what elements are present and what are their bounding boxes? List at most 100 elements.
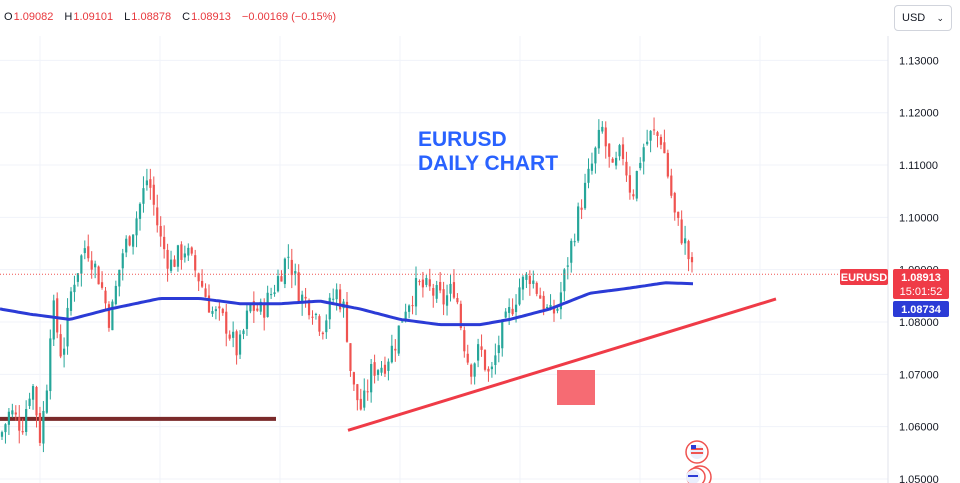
price-tick-label: 1.05000 <box>899 474 939 483</box>
ma-value-label: 1.08734 <box>901 304 942 316</box>
candle-body <box>135 218 138 236</box>
candle-body <box>556 308 559 311</box>
candle-body <box>684 238 687 244</box>
candle-body <box>183 253 186 258</box>
candle-body <box>114 285 117 305</box>
candle-body <box>283 258 286 285</box>
candle-body <box>666 152 669 177</box>
candle-body <box>35 386 38 416</box>
candle-body <box>615 157 618 166</box>
candle-body <box>504 311 507 318</box>
candle-body <box>639 162 642 169</box>
candle-body <box>373 362 376 376</box>
candle-body <box>642 147 645 162</box>
candle-body <box>352 372 355 385</box>
candle-body <box>307 300 311 316</box>
candle-body <box>100 282 104 288</box>
candle-body <box>401 321 404 323</box>
candle-body <box>463 330 466 352</box>
candle-body <box>304 296 307 299</box>
candle-body <box>31 386 35 400</box>
candle-body <box>625 161 628 176</box>
candle-body <box>225 311 228 334</box>
candle-body <box>28 398 31 406</box>
candle-body <box>439 281 442 291</box>
candle-body <box>559 292 562 310</box>
candle-body <box>94 263 97 268</box>
candle-body <box>149 179 152 188</box>
candle-body <box>442 289 445 305</box>
candle-body <box>280 276 283 282</box>
candle-body <box>87 246 90 259</box>
high-key: H <box>64 11 73 23</box>
candle-body <box>238 334 242 355</box>
candle-body <box>56 298 59 333</box>
moving-average-path <box>0 281 694 327</box>
price-tick-label: 1.07000 <box>899 369 939 381</box>
candle-body <box>583 182 587 209</box>
candle-body <box>194 255 197 271</box>
candle-body <box>445 295 449 306</box>
candle-body <box>197 273 200 282</box>
candle-body <box>663 142 666 154</box>
candle-body <box>256 308 259 311</box>
candle-body <box>345 301 349 342</box>
chevron-down-icon: ⌄ <box>936 12 944 23</box>
low-key: L <box>124 11 131 23</box>
candle-body <box>152 184 155 205</box>
candle-body <box>138 203 142 219</box>
symbol-badge <box>840 269 888 285</box>
trendline-segment <box>347 297 777 432</box>
candle-body <box>128 236 131 246</box>
candle-body <box>432 287 435 296</box>
candle-body <box>566 265 569 267</box>
candle-body <box>608 143 611 157</box>
candle-body <box>235 331 238 356</box>
candle-body <box>466 353 469 363</box>
candle-body <box>218 306 221 309</box>
event-icon[interactable] <box>686 465 712 483</box>
candle-body <box>677 211 680 218</box>
us-flag-icon[interactable] <box>685 440 709 464</box>
highlight-box <box>557 370 595 405</box>
candle-body <box>59 334 62 357</box>
candle-body <box>542 295 545 310</box>
candle-body <box>166 249 169 269</box>
candle-body <box>18 417 21 431</box>
moving-average-line <box>0 281 694 327</box>
candle-body <box>118 269 121 287</box>
open-key: O <box>4 11 13 23</box>
candle-body <box>297 272 300 303</box>
candle-body <box>190 247 193 254</box>
candle-body <box>376 370 380 375</box>
candle-body <box>14 412 17 415</box>
candle-body <box>169 259 173 271</box>
candle-body <box>604 127 607 147</box>
currency-select[interactable]: USD ⌄ <box>894 5 952 31</box>
price-tick-label: 1.06000 <box>899 422 939 434</box>
annotation-line-1: EURUSD <box>418 128 507 151</box>
candle-body <box>470 364 473 377</box>
candle-body <box>535 282 538 294</box>
candle-body <box>173 259 176 267</box>
candle-body <box>287 256 290 258</box>
support-trendline <box>347 297 777 432</box>
candle-body <box>83 248 86 254</box>
candle-body <box>404 311 407 321</box>
candle-body <box>428 279 431 287</box>
candle-body <box>580 207 583 210</box>
candle-body <box>332 298 335 300</box>
annotation-line-2: DAILY CHART <box>418 152 558 175</box>
change-value: −0.00169 (−0.15%) <box>241 11 337 23</box>
candle-body <box>459 303 462 329</box>
candle-body <box>456 298 459 303</box>
candle-body <box>97 266 100 285</box>
candle-body <box>52 300 55 340</box>
candle-body <box>497 345 500 354</box>
price-tick-label: 1.12000 <box>899 108 939 120</box>
candle-body <box>339 289 342 310</box>
candle-body <box>477 344 480 361</box>
candle-body <box>69 291 73 311</box>
candle-body <box>325 320 328 333</box>
